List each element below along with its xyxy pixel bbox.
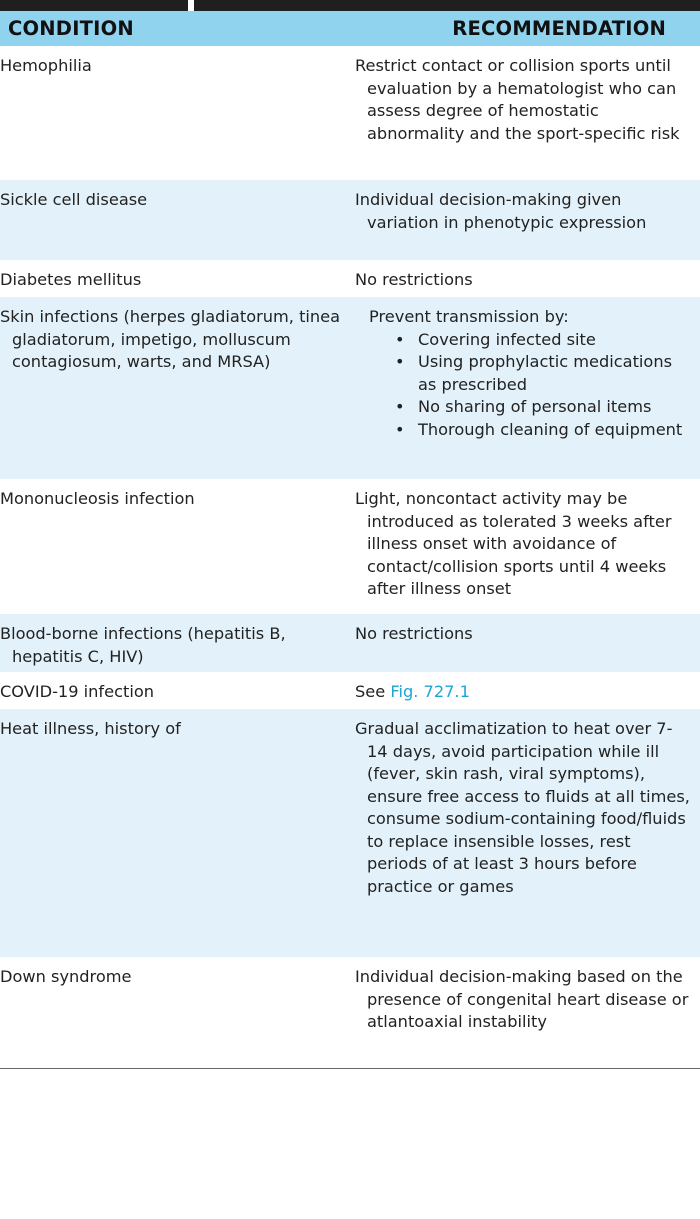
table-row: Sickle cell disease Individual decision-…: [0, 180, 700, 260]
header-condition: CONDITION: [8, 17, 134, 40]
figure-link[interactable]: Fig. 727.1: [390, 682, 470, 701]
condition-cell: Skin infections (herpes gladiatorum, tin…: [0, 307, 341, 371]
condition-cell: Heat illness, history of: [0, 719, 181, 738]
bullet-icon: •: [395, 397, 405, 416]
table-row: Hemophilia Restrict contact or collision…: [0, 46, 700, 180]
table-row: Diabetes mellitus No restrictions: [0, 260, 700, 297]
table-row: Heat illness, history of Gradual acclima…: [0, 709, 700, 957]
table-top-bar: [0, 0, 700, 11]
recommendation-cell: Restrict contact or collision sports unt…: [355, 56, 680, 143]
condition-cell: Blood-borne infections (hepatitis B, hep…: [0, 624, 286, 666]
condition-cell: Down syndrome: [0, 967, 132, 986]
table-header: CONDITION RECOMMENDATION: [0, 11, 700, 46]
condition-cell: Hemophilia: [0, 56, 92, 75]
table-row: Skin infections (herpes gladiatorum, tin…: [0, 297, 700, 479]
recommendation-cell: Gradual acclimatization to heat over 7-1…: [355, 719, 690, 896]
top-bar-divider: [188, 0, 194, 11]
list-item: • Covering infected site: [395, 329, 692, 352]
list-item: • No sharing of personal items: [395, 396, 692, 419]
list-item: • Using prophylactic medications as presc…: [395, 352, 673, 394]
table-row: Blood-borne infections (hepatitis B, hep…: [0, 614, 700, 672]
recommendation-cell: See Fig. 727.1: [355, 681, 700, 709]
see-label: See: [355, 682, 391, 701]
table-row: Down syndrome Individual decision-making…: [0, 957, 700, 1068]
table-body: Hemophilia Restrict contact or collision…: [0, 46, 700, 1068]
bullet-icon: •: [395, 329, 405, 349]
condition-cell: Mononucleosis infection: [0, 489, 195, 508]
header-recommendation: RECOMMENDATION: [452, 17, 666, 40]
recommendation-cell: Individual decision-making given variati…: [355, 190, 647, 232]
recommendation-cell: No restrictions: [355, 624, 473, 643]
condition-cell: COVID-19 infection: [0, 682, 154, 701]
bullet-icon: •: [395, 352, 405, 371]
bullet-icon: •: [395, 419, 405, 439]
table-bottom-rule: [0, 1068, 700, 1069]
recommendation-cell: Prevent transmission by: • Covering infec…: [355, 306, 700, 479]
recommendation-cell: Individual decision-making based on the …: [355, 967, 689, 1031]
list-item: • Thorough cleaning of equipment: [395, 419, 692, 442]
table-row: Mononucleosis infection Light, noncontac…: [0, 479, 700, 614]
condition-cell: Sickle cell disease: [0, 190, 148, 209]
recommendation-cell: No restrictions: [355, 270, 473, 289]
condition-cell: Diabetes mellitus: [0, 270, 142, 289]
recommendation-intro: Prevent transmission by:: [369, 307, 569, 326]
table-row: COVID-19 infection See Fig. 727.1: [0, 672, 700, 709]
recommendation-cell: Light, noncontact activity may be introd…: [355, 489, 672, 598]
bullet-list: • Covering infected site • Using prophylac…: [369, 329, 692, 442]
